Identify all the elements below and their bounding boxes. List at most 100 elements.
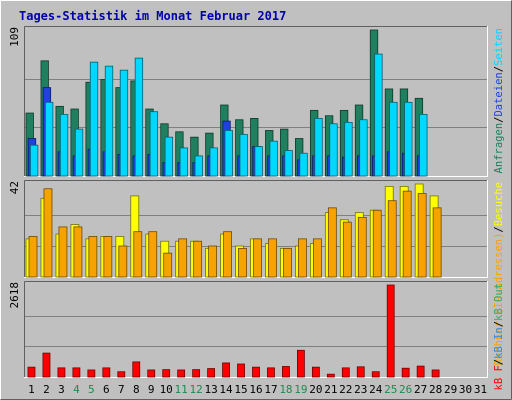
legend-item: kB F: [493, 365, 505, 390]
x-tick-label-11: 11: [175, 383, 188, 396]
x-tick-label-30: 30: [459, 383, 472, 396]
bar-rechner-ip-adressen-day-3: 3: 21: [58, 226, 68, 278]
bar-seiten-day-25: 25: 55: [389, 101, 398, 177]
bar-rechner-ip-adressen-day-27: 27: 35: [417, 193, 427, 278]
legend-panel-2: Rechner (IP-Adressen)/ Besuche: [493, 182, 505, 365]
x-tick-label-7: 7: [118, 383, 125, 396]
bar-seiten-day-22: 22: 40: [344, 122, 353, 177]
bar-rechner-ip-adressen-day-10: 10: 10: [163, 252, 173, 278]
bar-rechner-ip-adressen-day-13: 13: 13: [208, 245, 218, 278]
bar-kb-f-day-10: 10: 210: [162, 369, 171, 378]
bar-rechner-ip-adressen-day-23: 23: 25: [357, 216, 367, 278]
bar-seiten-day-8: 8: 88: [134, 57, 144, 177]
x-tick-label-25: 25: [384, 383, 397, 396]
x-tick-label-29: 29: [444, 383, 457, 396]
bar-kb-f-day-23: 23: 290: [356, 366, 365, 378]
x-tick-label-14: 14: [219, 383, 233, 396]
bar-rechner-ip-adressen-day-22: 22: 23: [342, 221, 352, 278]
x-tick-label-19: 19: [294, 383, 307, 396]
x-tick-label-2: 2: [43, 383, 50, 396]
bar-rechner-ip-adressen-day-12: 12: 15: [193, 240, 203, 278]
bar-seiten-day-14: 14: 34: [224, 130, 233, 177]
bar-kb-f-day-16: 16: 280: [252, 366, 260, 378]
legend-item: Besuche: [493, 182, 505, 226]
bar-kb-f-day-13: 13: 240: [207, 368, 216, 378]
bar-seiten-day-20: 20: 43: [314, 118, 323, 177]
bar-seiten-day-13: 13: 21: [209, 147, 218, 177]
x-tick-label-8: 8: [133, 383, 140, 396]
bar-rechner-ip-adressen-day-5: 5: 17: [88, 236, 98, 278]
bar-seiten-day-11: 11: 21: [179, 147, 188, 177]
bar-rechner-ip-adressen-day-16: 16: 16: [253, 238, 262, 278]
bar-seiten-day-18: 18: 19: [284, 150, 293, 177]
x-tick-label-23: 23: [354, 383, 367, 396]
x-tick-label-17: 17: [264, 383, 277, 396]
bar-kb-f-day-14: 14: 400: [222, 362, 230, 378]
legend-item: kB In: [493, 327, 505, 359]
plot-area: [24, 281, 488, 378]
x-tick-label-22: 22: [339, 383, 352, 396]
bar-kb-f-day-26: 26: 250: [401, 367, 410, 378]
x-tick-label-27: 27: [414, 383, 427, 396]
x-tick-label-6: 6: [103, 383, 110, 396]
x-tick-label-12: 12: [190, 383, 203, 396]
legend-item: Dateien: [493, 72, 505, 116]
x-tick-label-21: 21: [324, 383, 337, 396]
y-max-label: 42: [8, 181, 21, 194]
bar-seiten-day-17: 17: 26: [269, 140, 278, 177]
bar-seiten-day-12: 12: 15: [194, 155, 203, 177]
bar-rechner-ip-adressen-day-4: 4: 21: [73, 226, 83, 278]
bar-kb-f-day-22: 22: 260: [341, 367, 350, 378]
legend-separator: /: [493, 321, 505, 327]
x-tick-label-16: 16: [249, 383, 262, 396]
bar-kb-f-day-11: 11: 200: [177, 369, 186, 378]
bar-rechner-ip-adressen-day-26: 26: 36: [402, 190, 412, 278]
bar-seiten-day-1: 1: 23: [29, 144, 39, 177]
bar-rechner-ip-adressen-day-25: 25: 32: [387, 200, 397, 278]
x-tick-label-26: 26: [399, 383, 412, 396]
bar-kb-f-day-2: 2: 680: [42, 352, 51, 378]
x-tick-label-31: 31: [474, 383, 487, 396]
bar-rechner-ip-adressen-day-24: 24: 28: [372, 209, 382, 278]
bar-rechner-ip-adressen-day-9: 9: 19: [148, 231, 158, 278]
visits-panel: 421: 162: 333: 184: 225: 166: 177: 178: …: [8, 180, 488, 278]
legend-item: Anfragen: [493, 123, 505, 174]
x-axis-labels: 1 2 3 4 5 6 7 8 9 10 11 12 13 14 15 16 17 18 19 20 21 22 23 24 2…: [28, 383, 487, 396]
bar-rechner-ip-adressen-day-15: 15: 12: [238, 247, 247, 278]
bar-rechner-ip-adressen-day-14: 14: 19: [223, 231, 232, 278]
bar-kb-f-day-28: 28: 200: [431, 369, 440, 378]
bar-seiten-day-15: 15: 31: [239, 134, 248, 177]
bar-kb-f-day-17: 17: 260: [267, 367, 275, 378]
bar-kb-f-day-8: 8: 430: [132, 361, 141, 378]
legend-panel-1: Anfragen/Dateien/Seiten: [493, 28, 505, 173]
x-tick-label-20: 20: [309, 383, 322, 396]
bar-rechner-ip-adressen-day-19: 19: 16: [298, 238, 307, 278]
bar-kb-f-day-27: 27: 310: [416, 365, 425, 378]
bar-rechner-ip-adressen-day-2: 2: 37: [43, 188, 53, 278]
legend-separator: /: [493, 66, 505, 72]
bar-kb-f-day-9: 9: 200: [147, 369, 156, 378]
bar-seiten-day-19: 19: 17: [299, 152, 308, 177]
bar-seiten-day-9: 9: 48: [149, 111, 159, 177]
bar-seiten-day-6: 6: 82: [104, 65, 114, 177]
legend-panel-3: kB F/kB In/kB Out: [493, 283, 505, 391]
bar-rechner-ip-adressen-day-20: 20: 16: [312, 238, 322, 278]
bar-rechner-ip-adressen-day-17: 17: 16: [268, 238, 277, 278]
bar-seiten-day-10: 10: 29: [164, 136, 174, 177]
chart-title: Tages-Statistik im Monat Februar 2017: [19, 9, 286, 23]
legend-item: Rechner (IP-Adressen): [493, 233, 505, 366]
y-max-label: 2618: [8, 282, 21, 309]
bar-seiten-day-21: 21: 39: [329, 123, 338, 177]
bar-rechner-ip-adressen-day-1: 1: 17: [28, 236, 38, 278]
x-tick-label-10: 10: [160, 383, 173, 396]
bar-seiten-day-2: 2: 55: [44, 101, 54, 177]
bar-seiten-day-16: 16: 22: [254, 146, 263, 177]
legend-separator: /: [493, 117, 505, 123]
bar-rechner-ip-adressen-day-6: 6: 17: [103, 236, 113, 278]
bar-seiten-day-3: 3: 46: [59, 113, 69, 177]
bar-rechner-ip-adressen-day-21: 21: 29: [327, 207, 337, 278]
bar-seiten-day-24: 24: 91: [374, 53, 383, 177]
bar-kb-f-day-21: 21: 80: [326, 373, 335, 378]
bar-rechner-ip-adressen-day-28: 28: 29: [432, 207, 442, 278]
